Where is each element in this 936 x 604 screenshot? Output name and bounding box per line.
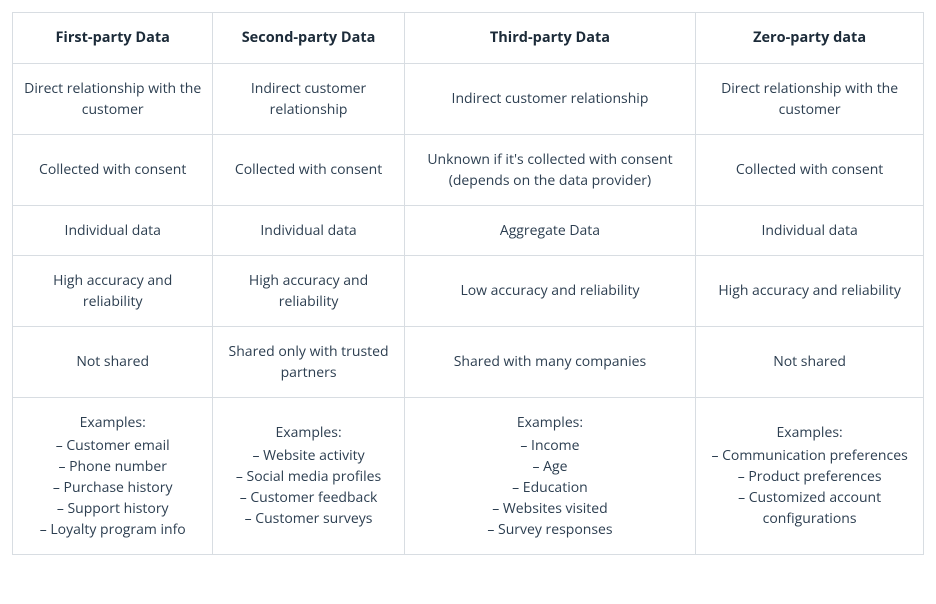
table-row: High accuracy and reliabilityHigh accura… bbox=[13, 255, 924, 326]
table-cell: Not shared bbox=[696, 326, 924, 397]
example-item: – Communication preferences bbox=[704, 445, 915, 466]
column-header: Third-party Data bbox=[404, 13, 696, 64]
table-cell: High accuracy and reliability bbox=[213, 255, 404, 326]
example-item: – Survey responses bbox=[413, 519, 688, 540]
example-item: – Income bbox=[413, 435, 688, 456]
table-cell: High accuracy and reliability bbox=[13, 255, 213, 326]
examples-label: Examples: bbox=[221, 422, 395, 443]
table-cell: Indirect customer relationship bbox=[404, 63, 696, 134]
example-item: – Social media profiles bbox=[221, 466, 395, 487]
example-item: – Product preferences bbox=[704, 466, 915, 487]
example-item: – Customer feedback bbox=[221, 487, 395, 508]
table-cell: Direct relationship with the customer bbox=[696, 63, 924, 134]
table-cell: Shared with many companies bbox=[404, 326, 696, 397]
example-item: – Purchase history bbox=[21, 477, 204, 498]
data-types-table: First-party Data Second-party Data Third… bbox=[12, 12, 924, 555]
examples-cell: Examples:– Customer email– Phone number–… bbox=[13, 397, 213, 554]
example-item: – Websites visited bbox=[413, 498, 688, 519]
example-item: – Phone number bbox=[21, 456, 204, 477]
examples-cell: Examples:– Income– Age– Education– Websi… bbox=[404, 397, 696, 554]
example-item: – Customer email bbox=[21, 435, 204, 456]
examples-label: Examples: bbox=[413, 412, 688, 433]
table-header-row: First-party Data Second-party Data Third… bbox=[13, 13, 924, 64]
example-item: – Customized account configurations bbox=[704, 487, 915, 529]
column-header: First-party Data bbox=[13, 13, 213, 64]
examples-label: Examples: bbox=[21, 412, 204, 433]
example-item: – Customer surveys bbox=[221, 508, 395, 529]
example-item: – Education bbox=[413, 477, 688, 498]
examples-cell: Examples:– Website activity– Social medi… bbox=[213, 397, 404, 554]
table-cell: Direct relationship with the customer bbox=[13, 63, 213, 134]
table-cell: Unknown if it's collected with consent (… bbox=[404, 134, 696, 205]
example-item: – Support history bbox=[21, 498, 204, 519]
table-row: Collected with consentCollected with con… bbox=[13, 134, 924, 205]
example-item: – Loyalty program info bbox=[21, 519, 204, 540]
table-cell: Collected with consent bbox=[213, 134, 404, 205]
table-cell: Low accuracy and reliability bbox=[404, 255, 696, 326]
table-row: Direct relationship with the customerInd… bbox=[13, 63, 924, 134]
table-row: Not sharedShared only with trusted partn… bbox=[13, 326, 924, 397]
table-cell: Shared only with trusted partners bbox=[213, 326, 404, 397]
table-cell: Individual data bbox=[13, 205, 213, 255]
example-item: – Website activity bbox=[221, 445, 395, 466]
table-cell: Aggregate Data bbox=[404, 205, 696, 255]
table-body: Direct relationship with the customerInd… bbox=[13, 63, 924, 554]
table-cell: Collected with consent bbox=[696, 134, 924, 205]
table-row-examples: Examples:– Customer email– Phone number–… bbox=[13, 397, 924, 554]
table-cell: Not shared bbox=[13, 326, 213, 397]
examples-label: Examples: bbox=[704, 422, 915, 443]
table-cell: Individual data bbox=[696, 205, 924, 255]
table-cell: Collected with consent bbox=[13, 134, 213, 205]
table-cell: High accuracy and reliability bbox=[696, 255, 924, 326]
column-header: Second-party Data bbox=[213, 13, 404, 64]
examples-cell: Examples:– Communication preferences– Pr… bbox=[696, 397, 924, 554]
table-cell: Individual data bbox=[213, 205, 404, 255]
example-item: – Age bbox=[413, 456, 688, 477]
table-cell: Indirect customer relationship bbox=[213, 63, 404, 134]
table-row: Individual dataIndividual dataAggregate … bbox=[13, 205, 924, 255]
column-header: Zero-party data bbox=[696, 13, 924, 64]
